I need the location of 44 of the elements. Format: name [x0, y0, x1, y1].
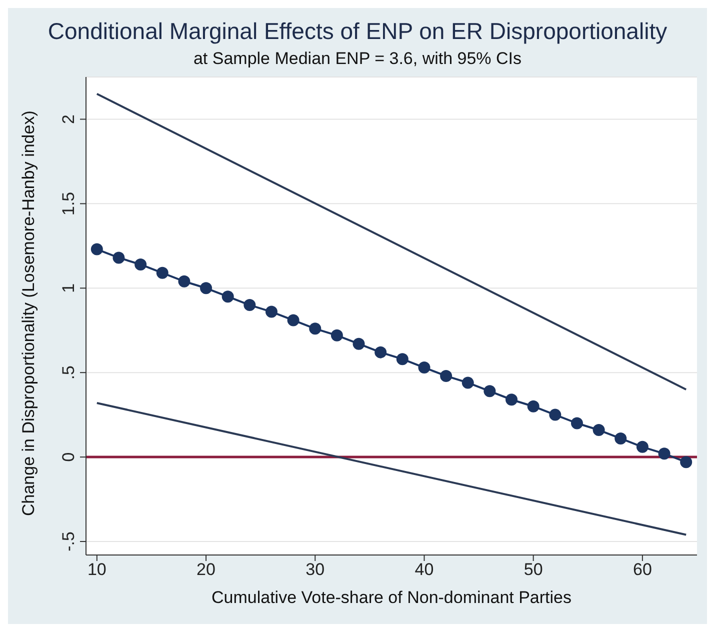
point — [222, 290, 234, 303]
point — [330, 329, 343, 342]
point — [265, 306, 278, 318]
point — [156, 266, 168, 279]
x-tick-label: 10 — [87, 560, 106, 580]
point — [90, 243, 103, 256]
y-tick-label: -.5 — [59, 532, 78, 552]
point — [506, 394, 518, 406]
point — [112, 252, 125, 264]
point — [636, 440, 648, 453]
x-tick-label: 50 — [524, 560, 543, 580]
point — [244, 299, 256, 312]
point — [614, 432, 627, 444]
x-tick-label: 60 — [632, 560, 652, 580]
point — [658, 448, 670, 460]
point — [527, 400, 540, 412]
point — [352, 338, 365, 350]
y-tick-label: .5 — [59, 365, 78, 380]
chart-subtitle: at Sample Median ENP = 3.6, with 95% CIs — [192, 49, 523, 69]
point — [374, 346, 387, 358]
point — [287, 314, 300, 326]
point — [440, 370, 452, 382]
y-tick-label: 1 — [59, 283, 78, 293]
point — [396, 353, 408, 366]
y-axis-title: Change in Disproportionality (Losemore-Hanby index) — [19, 110, 38, 516]
point — [462, 376, 474, 389]
point — [178, 275, 190, 288]
x-tick-label: 40 — [414, 560, 434, 580]
x-tick-label: 20 — [196, 560, 216, 580]
point — [309, 322, 322, 335]
point — [134, 258, 147, 270]
point — [549, 408, 562, 421]
y-tick-label: 1.5 — [59, 192, 78, 216]
x-axis-title: Cumulative Vote-share of Non-dominant Parties — [211, 588, 572, 607]
point — [200, 282, 212, 294]
y-tick-label: 0 — [59, 452, 78, 462]
x-tick-label: 30 — [306, 560, 325, 580]
chart-title: Conditional Marginal Effects of ENP on ER Disproportionality — [46, 17, 668, 45]
point — [570, 417, 583, 430]
point — [418, 362, 430, 374]
y-tick-label: 2 — [59, 114, 78, 124]
point — [484, 385, 496, 398]
point — [592, 424, 605, 436]
point — [680, 456, 692, 468]
